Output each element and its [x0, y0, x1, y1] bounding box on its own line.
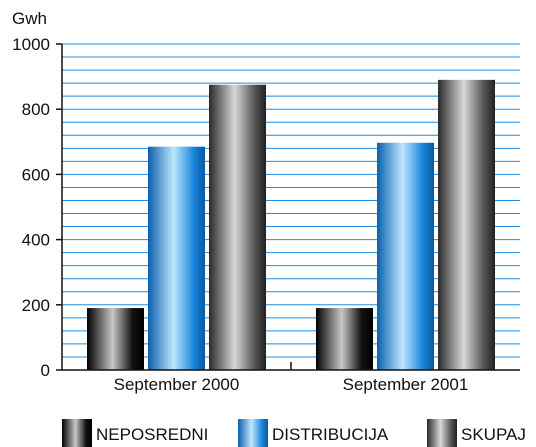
- legend: NEPOSREDNI DISTRIBUCIJA SKUPAJ: [62, 419, 526, 447]
- legend-swatch-skupaj: [427, 419, 457, 447]
- y-tick-label: 200: [22, 296, 50, 315]
- bar-neposredni-2: [316, 308, 373, 370]
- bar-group: [87, 79, 495, 371]
- y-axis-ticks: 0 200 400 600 800 1000: [12, 35, 62, 380]
- legend-swatch-distribucija: [238, 419, 268, 447]
- y-tick-label: 400: [22, 231, 50, 250]
- legend-swatch-neposredni: [62, 419, 92, 447]
- bar-distribucija-1: [148, 146, 205, 370]
- y-tick-label: 1000: [12, 35, 50, 54]
- legend-label-distribucija: DISTRIBUCIJA: [272, 425, 389, 444]
- legend-label-skupaj: SKUPAJ: [461, 425, 526, 444]
- y-axis-unit: Gwh: [12, 9, 47, 28]
- bar-skupaj-1: [209, 84, 266, 370]
- y-tick-label: 800: [22, 100, 50, 119]
- x-category-label: September 2001: [343, 375, 469, 394]
- bar-distribucija-2: [377, 142, 434, 370]
- x-category-label: September 2000: [114, 375, 240, 394]
- y-tick-label: 600: [22, 165, 50, 184]
- y-tick-label: 0: [41, 361, 50, 380]
- bar-neposredni-1: [87, 308, 144, 370]
- bar-skupaj-2: [438, 79, 495, 371]
- legend-label-neposredni: NEPOSREDNI: [96, 425, 208, 444]
- x-axis-labels: September 2000 September 2001: [114, 362, 469, 394]
